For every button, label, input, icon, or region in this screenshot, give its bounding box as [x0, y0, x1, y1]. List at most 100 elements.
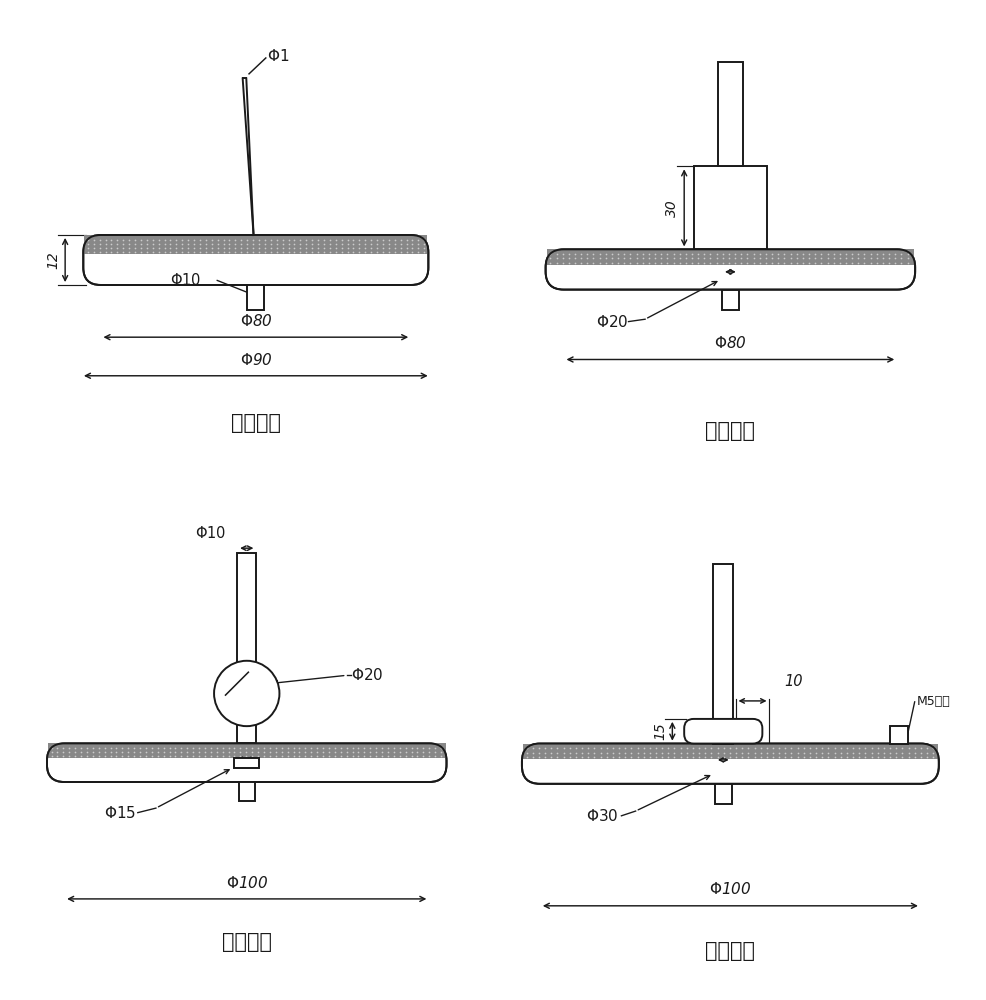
Point [433, 744, 449, 760]
Point [615, 250, 631, 266]
Point [163, 232, 178, 248]
Point [192, 236, 208, 252]
Point [703, 740, 719, 756]
Point [641, 745, 657, 761]
Point [622, 255, 638, 271]
Point [536, 749, 552, 765]
Point [856, 255, 872, 271]
Point [519, 745, 534, 761]
Point [850, 255, 866, 271]
Point [233, 740, 248, 756]
Point [127, 244, 143, 260]
Point [573, 250, 589, 266]
Point [221, 748, 237, 764]
Point [73, 744, 89, 760]
Point [795, 745, 810, 761]
Point [622, 250, 638, 266]
Point [764, 749, 780, 765]
Point [410, 236, 426, 252]
Point [567, 250, 583, 266]
Point [332, 744, 348, 760]
Point [245, 740, 260, 756]
Point [869, 740, 884, 756]
Point [286, 244, 302, 260]
Point [683, 246, 699, 262]
Point [386, 744, 401, 760]
Point [227, 748, 243, 764]
Point [375, 240, 390, 256]
Point [175, 240, 190, 256]
Point [303, 744, 318, 760]
Point [702, 246, 718, 262]
Point [715, 745, 731, 761]
Point [262, 232, 278, 248]
Point [245, 236, 260, 252]
Point [192, 240, 208, 256]
Point [363, 232, 379, 248]
Point [120, 748, 136, 764]
Point [893, 740, 909, 756]
Point [233, 244, 248, 260]
Point [121, 244, 137, 260]
Point [404, 244, 420, 260]
Point [108, 744, 124, 760]
Point [286, 240, 302, 256]
Point [715, 740, 731, 756]
Point [304, 236, 319, 252]
Point [404, 232, 420, 248]
Point [609, 246, 625, 262]
Point [887, 745, 903, 761]
Point [862, 246, 878, 262]
Point [398, 236, 414, 252]
Point [398, 232, 414, 248]
Point [403, 748, 419, 764]
Circle shape [214, 661, 279, 726]
Point [73, 748, 89, 764]
Point [169, 240, 184, 256]
Point [344, 740, 360, 756]
Point [807, 246, 822, 262]
Point [233, 236, 248, 252]
Point [215, 740, 231, 756]
Point [850, 250, 866, 266]
Point [391, 748, 407, 764]
Point [120, 744, 136, 760]
Point [210, 244, 226, 260]
Point [98, 244, 113, 260]
Point [647, 250, 663, 266]
Point [156, 744, 172, 760]
Point [309, 748, 324, 764]
Point [374, 748, 389, 764]
Point [92, 244, 107, 260]
Point [702, 255, 718, 271]
Point [542, 250, 558, 266]
Point [536, 740, 552, 756]
Point [85, 748, 101, 764]
Point [227, 232, 243, 248]
Point [333, 244, 349, 260]
Point [204, 244, 220, 260]
Point [598, 255, 613, 271]
Bar [246, 285, 264, 310]
Point [98, 236, 113, 252]
Point [789, 740, 805, 756]
Point [585, 255, 600, 271]
Point [409, 744, 425, 760]
Point [598, 250, 613, 266]
Point [210, 240, 226, 256]
Point [169, 244, 184, 260]
Point [67, 748, 83, 764]
Point [739, 255, 754, 271]
Point [151, 236, 167, 252]
Point [660, 745, 675, 761]
Point [215, 748, 231, 764]
Point [191, 744, 207, 760]
Point [386, 740, 401, 756]
Point [345, 244, 361, 260]
Point [609, 250, 625, 266]
Bar [546, 249, 913, 265]
Point [561, 740, 577, 756]
Point [332, 748, 348, 764]
Point [250, 240, 266, 256]
Point [876, 749, 891, 765]
